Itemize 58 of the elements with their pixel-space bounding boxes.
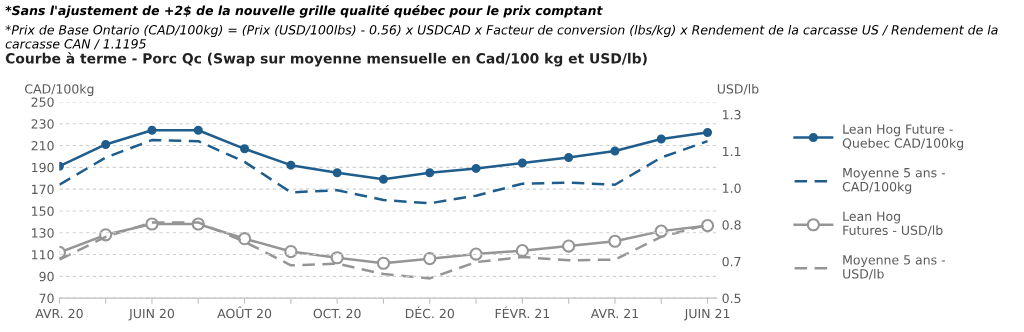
y-tick-label: 210 <box>31 141 54 151</box>
x-tick-label: AVR. 21 <box>590 308 638 319</box>
y2-tick-label: 1.1 <box>723 146 741 157</box>
point <box>237 232 252 246</box>
point <box>378 174 388 184</box>
legend-label: Moyenne 5 ans - USD/lb <box>843 255 946 280</box>
line-series <box>59 138 709 205</box>
point <box>517 158 527 168</box>
text: *Sans l'ajustement de +2$ de la nouvelle grille qualité québec pour le prix comptant <box>5 4 603 18</box>
y-tick-label: 150 <box>32 206 54 216</box>
legend-label: Moyenne 5 ans - CAD/100kg <box>842 168 946 194</box>
point <box>700 219 715 233</box>
point <box>610 146 620 156</box>
y-tick-label: 250 <box>31 97 54 107</box>
legend-label: Lean Hog Future - Quebec CAD/100kg <box>842 124 964 151</box>
x-tick-label: FÉVR. 21 <box>495 306 550 319</box>
point <box>330 251 344 265</box>
point <box>284 244 298 259</box>
y-tick-label: 70 <box>39 293 54 304</box>
point <box>562 239 576 253</box>
y-tick-label: 130 <box>32 228 54 238</box>
x-tick-label: JUIN 20 <box>128 308 175 321</box>
y2-tick-label: 0.8 <box>722 220 741 230</box>
x-tick-label: JUIN 21 <box>684 308 730 321</box>
legend-label: Lean Hog Futures - USD/lb <box>843 211 943 236</box>
y-tick-label: 190 <box>32 162 54 173</box>
y2-tick-label: 1.3 <box>723 110 741 120</box>
point <box>564 153 574 163</box>
point <box>101 139 111 149</box>
point <box>193 125 203 135</box>
chart-title: Courbe à terme - Porc Qc (Swap sur moyenne mensuelle en Cad/100 kg et USD/lb) <box>5 52 647 67</box>
y-tick-label: 170 <box>32 184 54 195</box>
y2-tick-label: 1.0 <box>723 183 741 193</box>
point <box>703 127 713 137</box>
point <box>240 144 250 154</box>
point <box>425 168 435 178</box>
text: *Prix de Base Ontario (CAD/100kg) = (Prix (USD/100lbs) - 0.56) x USDCAD x Facteur de conversion (lbs/kg) x Rendement de la carcasse US / Rendement de la carcasse CAN / 1.1195 <box>5 24 998 50</box>
point <box>286 160 296 170</box>
y-axis-title: CAD/100kg <box>25 83 94 97</box>
point <box>515 244 529 258</box>
point <box>332 168 342 178</box>
y-tick-label: 230 <box>31 119 54 129</box>
point <box>147 125 157 135</box>
point <box>471 163 481 173</box>
x-tick-label: AVR. 20 <box>35 308 83 319</box>
y2-axis-title: USD/lb <box>717 83 759 95</box>
x-tick-label: AOÛT 20 <box>217 306 272 319</box>
y2-tick-label: 0.7 <box>722 256 741 267</box>
x-tick-label: OCT. 20 <box>313 308 361 319</box>
y2-tick-label: 0.5 <box>722 293 741 304</box>
point <box>656 134 666 144</box>
point <box>608 234 622 248</box>
x-tick-label: DÉC. 20 <box>405 306 454 319</box>
y-tick-label: 110 <box>32 250 54 260</box>
point <box>376 256 391 270</box>
y-tick-label: 90 <box>39 271 54 282</box>
point <box>469 247 483 261</box>
point <box>423 252 437 266</box>
